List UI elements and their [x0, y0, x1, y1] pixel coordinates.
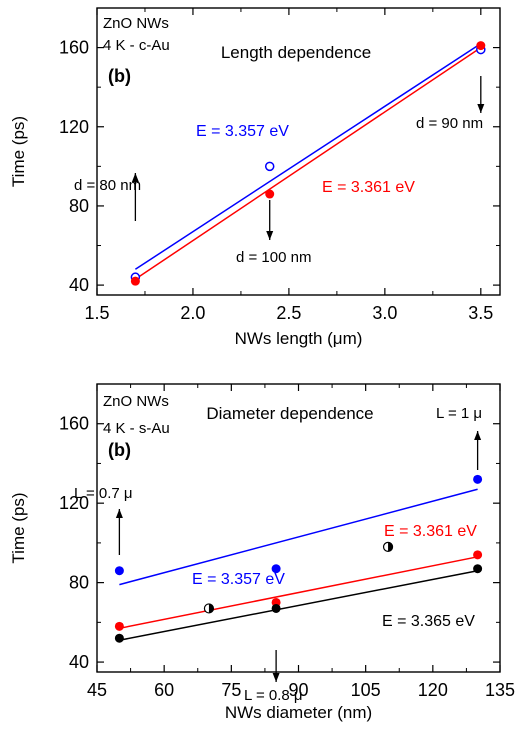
data-point — [114, 566, 124, 576]
x-tick-label: 120 — [418, 680, 448, 700]
y-tick-label: 40 — [69, 652, 89, 672]
data-point — [271, 564, 281, 574]
y-tick-label: 40 — [69, 275, 89, 295]
y-axis-label: Time (ps) — [9, 492, 28, 563]
annotation-label: L = 0.8 μ — [244, 687, 303, 704]
data-point — [473, 564, 483, 574]
y-tick-label: 80 — [69, 573, 89, 593]
fit-line-series-3 — [119, 569, 478, 641]
fit-line-series-1 — [134, 42, 482, 270]
sample-label-line2: 4 K - c-Au — [103, 37, 170, 54]
fit-line-series-1 — [119, 488, 478, 586]
annotation-label: L = 1 μ — [436, 405, 482, 422]
x-axis-label: NWs diameter (nm) — [225, 703, 372, 722]
panel-title: Diameter dependence — [206, 404, 373, 423]
annotation-arrowhead — [115, 509, 123, 518]
data-point — [473, 550, 483, 560]
y-axis-label: Time (ps) — [9, 116, 28, 187]
annotation-label: d = 80 nm — [74, 177, 141, 194]
annotation-label: d = 100 nm — [236, 249, 311, 266]
data-point — [114, 621, 124, 631]
x-tick-label: 135 — [485, 680, 515, 700]
data-point — [476, 41, 486, 51]
data-point — [382, 541, 394, 552]
series-label-2: E = 3.361 eV — [384, 523, 477, 540]
annotation-arrowhead — [477, 104, 485, 113]
fit-line-series-2 — [134, 46, 482, 280]
plot-frame — [96, 7, 501, 296]
sample-label-line1: ZnO NWs — [103, 15, 169, 32]
annotation-label: L = 0.7 μ — [74, 485, 133, 502]
x-tick-label: 75 — [221, 680, 241, 700]
y-tick-label: 120 — [59, 117, 89, 137]
fit-line-series-2 — [119, 556, 478, 630]
x-tick-label: 1.5 — [84, 303, 109, 323]
y-tick-label: 160 — [59, 414, 89, 434]
data-point — [271, 603, 281, 613]
series-label-2: E = 3.361 eV — [322, 179, 415, 196]
annotation-label: d = 90 nm — [416, 115, 483, 132]
data-point-half-fill — [388, 542, 393, 552]
data-point — [203, 603, 215, 614]
x-tick-label: 2.5 — [276, 303, 301, 323]
sample-label-line1: ZnO NWs — [103, 393, 169, 410]
data-point-half-fill — [208, 603, 214, 613]
y-tick-label: 160 — [59, 38, 89, 58]
sample-label-line2: 4 K - s-Au — [103, 420, 170, 437]
x-tick-label: 2.0 — [180, 303, 205, 323]
panel-label: (b) — [108, 66, 131, 86]
data-point — [265, 189, 275, 199]
panel-title: Length dependence — [221, 43, 371, 62]
x-tick-label: 45 — [87, 680, 107, 700]
annotation-arrowhead — [266, 231, 274, 240]
panel-label: (b) — [108, 440, 131, 460]
chart-panel-1: 1.5 2.0 2.5 3.0 3.5 40 80 120 160 NWs length (μm)… — [9, 7, 501, 348]
x-tick-label: 90 — [288, 680, 308, 700]
x-tick-label: 60 — [154, 680, 174, 700]
series-label-1: E = 3.357 eV — [196, 123, 289, 140]
annotation-arrowhead — [474, 431, 482, 440]
annotation-arrowhead — [272, 673, 280, 682]
series-label-1: E = 3.357 eV — [192, 571, 285, 588]
y-tick-label: 120 — [59, 493, 89, 513]
x-axis-label: NWs length (μm) — [235, 329, 363, 348]
data-point — [130, 276, 140, 286]
annotation-arrowhead — [131, 173, 139, 182]
series-label-3: E = 3.365 eV — [382, 613, 475, 630]
data-point — [264, 161, 275, 172]
x-tick-label: 3.5 — [468, 303, 493, 323]
chart-panel-2: 45 60 75 90 105 120 135 40 80 120 160 NWs diameter … — [9, 383, 515, 722]
y-tick-label: 80 — [69, 196, 89, 216]
x-tick-label: 3.0 — [372, 303, 397, 323]
data-point — [473, 474, 483, 484]
x-tick-label: 105 — [351, 680, 381, 700]
data-point — [114, 633, 124, 643]
